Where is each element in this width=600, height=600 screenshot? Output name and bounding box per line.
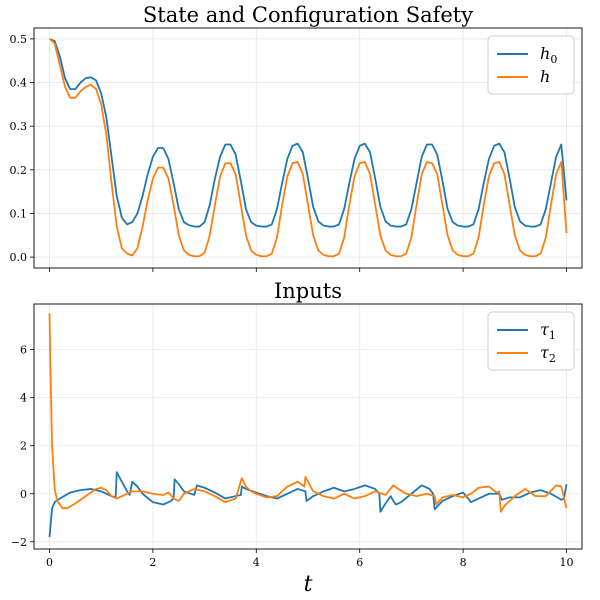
x-tick-label: 4: [253, 556, 260, 569]
legend-label-2: τ2: [540, 343, 556, 365]
x-tick-label: 6: [356, 556, 363, 569]
legend-label-2: h: [540, 67, 550, 86]
legend-label-1: h0: [540, 44, 557, 66]
y-tick-label: 2: [20, 440, 27, 453]
y-tick-label: 0.4: [10, 77, 28, 90]
y-tick-label: 0.3: [10, 120, 28, 133]
x-axis-label: t: [304, 572, 313, 597]
y-tick-label: 6: [20, 344, 27, 357]
top-panel: 0.0 0.1 0.2 0.3 0.4 0.5 State and Configuratio…: [10, 3, 583, 272]
axes-frame: [33, 27, 583, 269]
y-tick-label: −2: [11, 536, 27, 549]
series-line-1: [49, 38, 568, 228]
legend-box: [487, 311, 575, 371]
y-tick-label: 4: [20, 392, 27, 405]
y-tick-label: 0.2: [10, 164, 28, 177]
y-tick-label: 0.0: [10, 251, 28, 264]
x-tick-label: 0: [46, 556, 53, 569]
series-line-2: [48, 313, 568, 513]
series-line-2: [48, 38, 568, 258]
y-tick-label: 0: [20, 488, 27, 501]
chart-title: Inputs: [274, 279, 342, 303]
y-tick-label: 0.5: [10, 33, 28, 46]
x-tick-label: 8: [460, 556, 467, 569]
y-tick-label: 0.1: [10, 207, 28, 220]
legend-box: [487, 35, 575, 95]
x-tick-label: 2: [149, 556, 156, 569]
axes-frame: [33, 303, 583, 550]
legend-label-1: τ1: [540, 320, 556, 342]
chart-title: State and Configuration Safety: [143, 3, 473, 27]
x-tick-label: 10: [559, 556, 573, 569]
